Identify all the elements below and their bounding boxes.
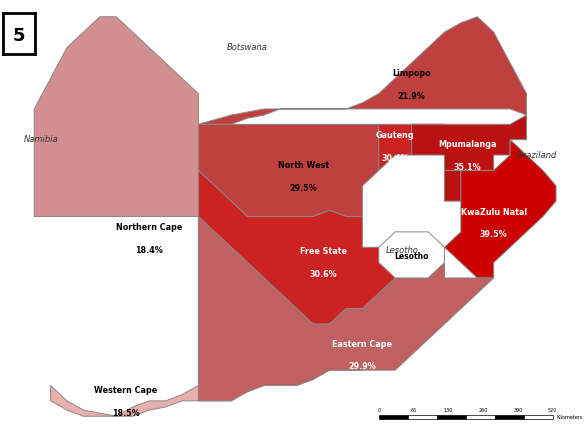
Text: Namibia: Namibia	[24, 135, 58, 144]
Text: Botswana: Botswana	[227, 43, 268, 52]
Text: Free State: Free State	[299, 247, 346, 256]
Polygon shape	[198, 171, 445, 324]
Text: Lesotho: Lesotho	[395, 252, 429, 261]
Text: 390: 390	[513, 408, 523, 413]
Text: Western Cape: Western Cape	[95, 386, 158, 395]
Polygon shape	[445, 140, 556, 278]
Polygon shape	[379, 232, 445, 278]
Text: 5: 5	[13, 26, 25, 45]
Polygon shape	[412, 115, 526, 201]
Text: 0: 0	[377, 408, 380, 413]
Text: Gauteng: Gauteng	[376, 131, 415, 140]
Bar	[408, 415, 437, 419]
Text: Eastern Cape: Eastern Cape	[332, 339, 392, 349]
Text: Lesotho: Lesotho	[385, 246, 418, 255]
Text: North West: North West	[278, 162, 329, 171]
Text: Mpumalanga: Mpumalanga	[438, 140, 497, 149]
Polygon shape	[198, 216, 494, 401]
Polygon shape	[198, 17, 526, 124]
Polygon shape	[51, 355, 362, 416]
Polygon shape	[198, 124, 379, 216]
Text: Northern Cape: Northern Cape	[116, 223, 182, 232]
Bar	[466, 415, 495, 419]
Text: Limpopo: Limpopo	[392, 69, 431, 78]
Bar	[379, 415, 408, 419]
Bar	[524, 415, 553, 419]
Text: 29.5%: 29.5%	[289, 184, 317, 193]
Text: 35.1%: 35.1%	[453, 163, 481, 172]
Text: 130: 130	[444, 408, 453, 413]
Text: 65: 65	[410, 408, 417, 413]
Text: 21.9%: 21.9%	[397, 92, 426, 101]
Text: 260: 260	[479, 408, 488, 413]
Polygon shape	[34, 17, 198, 216]
Bar	[495, 415, 524, 419]
Text: Swaziland: Swaziland	[515, 151, 557, 159]
Text: KwaZulu Natal: KwaZulu Natal	[460, 207, 527, 216]
Text: 18.4%: 18.4%	[135, 246, 163, 255]
Text: 30.6%: 30.6%	[309, 270, 337, 279]
Text: 520: 520	[548, 408, 557, 413]
Bar	[437, 415, 466, 419]
Polygon shape	[379, 124, 445, 171]
Text: 18.5%: 18.5%	[112, 409, 140, 417]
Text: 30.4%: 30.4%	[382, 154, 409, 162]
Text: 29.9%: 29.9%	[349, 362, 376, 372]
Text: 39.5%: 39.5%	[480, 230, 507, 239]
Text: Kilometers: Kilometers	[556, 414, 583, 420]
